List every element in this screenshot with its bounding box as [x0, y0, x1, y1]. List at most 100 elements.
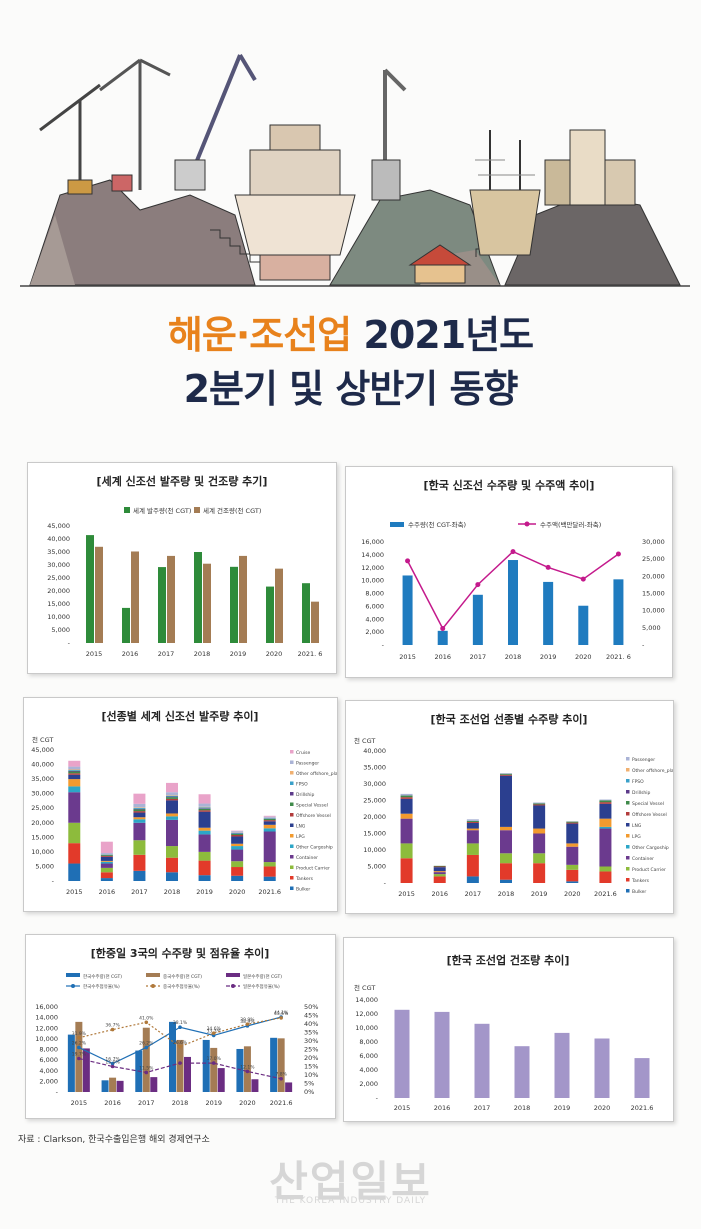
chart-panel-world-orders-by-type: [선종별 세계 신조선 발주량 추이] 천 CGT - 5,000 10,000 15,0…	[23, 697, 338, 912]
x-tick-label: 2017	[138, 1099, 155, 1107]
stack-segment-bulker	[100, 878, 113, 881]
stack-segment-other-cargoship	[231, 846, 244, 850]
data-label: 19.7%	[72, 1052, 87, 1058]
chart-title: [한중일 3국의 수주량 및 점유율 추이]	[91, 946, 270, 960]
stack-segment-cruise	[68, 760, 81, 767]
stack-segment-lpg	[68, 779, 81, 787]
stack-segment-product-carrier	[231, 861, 244, 868]
stack-segment-bulker	[133, 870, 146, 881]
stack-segment-fpso	[166, 795, 178, 797]
y-axis-tick: 16,000	[35, 1003, 58, 1011]
stack-segment-lpg	[500, 826, 512, 831]
legend-label: LPG	[632, 834, 641, 840]
bar-deliveries	[434, 1011, 450, 1098]
stack-segment-fpso	[231, 832, 244, 834]
legend-swatch	[390, 522, 404, 527]
x-tick-label: 2021.6	[631, 1104, 654, 1112]
y-axis-tick: 15,000	[31, 833, 54, 841]
y2-axis-tick: 45%	[304, 1012, 318, 1020]
legend-label: Offshore Vessel	[632, 812, 667, 818]
x-tick-label: 2021. 6	[606, 653, 631, 661]
legend-label: Drillship	[296, 792, 315, 798]
y-axis-tick: 2,000	[39, 1077, 58, 1085]
x-tick-label: 2019	[540, 653, 557, 661]
stack-segment-container	[500, 830, 512, 854]
legend-swatch	[290, 771, 294, 775]
y-axis-tick: 35,000	[363, 764, 386, 772]
legend-label: FPSO	[296, 782, 308, 788]
line-point	[110, 1061, 115, 1066]
y2-axis-tick: 50%	[304, 1003, 318, 1011]
stack-segment-cruise	[166, 782, 178, 793]
bar-japan	[217, 1068, 225, 1092]
legend-label: Container	[632, 856, 654, 862]
y-axis-tick: -	[384, 879, 387, 887]
legend-label: 중국수주량(천 CGT)	[163, 973, 202, 980]
y-axis-tick: 14,000	[35, 1014, 58, 1022]
y2-axis-tick: 20,000	[642, 572, 665, 580]
legend-label: LNG	[632, 823, 642, 829]
stack-segment-lpg	[433, 871, 446, 873]
stack-segment-tankers	[566, 869, 579, 882]
stack-segment-cruise	[198, 794, 211, 804]
data-label: 26.6%	[173, 1040, 188, 1046]
page-title: 해운·조선업 2021년도	[0, 304, 701, 359]
y-axis-tick: 20,000	[31, 819, 54, 827]
line-point	[245, 1022, 250, 1026]
stack-segment-other-cargoship	[198, 830, 211, 835]
chart-panel-korea-deliveries: [한국 조선업 건조량 추이] 천 CGT - 2,000 4,000 6,000 8,00…	[343, 937, 674, 1122]
legend-label: Special Vessel	[632, 801, 664, 807]
data-label: 36.7%	[105, 1023, 120, 1029]
stack-segment-container	[100, 863, 113, 868]
stack-segment-offshore-vessel	[100, 855, 113, 857]
y2-axis-tick: 5%	[304, 1080, 314, 1088]
legend-swatch	[290, 834, 294, 838]
bar-japan	[82, 1048, 90, 1092]
stack-segment-container	[133, 822, 146, 841]
legend-swatch	[626, 867, 630, 871]
stack-segment-other-cargoship	[68, 786, 81, 793]
legend-label: Product Carrier	[296, 866, 330, 872]
legend-swatch	[626, 790, 630, 794]
stack-segment-offshore-vessel	[68, 773, 81, 775]
stack-segment-cruise	[100, 841, 113, 854]
y-axis-tick: 10,000	[35, 1035, 58, 1043]
legend-label: Container	[296, 855, 318, 861]
legend-swatch	[290, 844, 294, 848]
stack-segment-other-cargoship	[263, 828, 276, 832]
legend-marker	[151, 984, 155, 988]
stack-segment-lng	[198, 811, 211, 828]
stack-segment-tankers	[400, 858, 413, 883]
bar-deliveries	[95, 546, 103, 643]
stack-segment-lpg	[198, 827, 211, 831]
y-axis-tick: -	[382, 641, 385, 649]
bar-orders	[86, 535, 94, 643]
legend-swatch	[290, 813, 294, 817]
stack-segment-special-vessel	[68, 771, 81, 774]
bar-orders	[508, 560, 518, 645]
x-tick-label: 2017	[131, 888, 148, 896]
y-axis-tick: 30,000	[47, 561, 70, 569]
x-tick-label: 2020	[575, 653, 592, 661]
legend-label: Offshore Vessel	[296, 813, 331, 819]
y-axis-tick: 5,000	[35, 862, 54, 870]
stack-segment-special-vessel	[433, 865, 446, 867]
stack-segment-tankers	[466, 854, 479, 877]
x-tick-label: 2015	[398, 890, 415, 898]
x-tick-label: 2016	[434, 1104, 451, 1112]
y-axis-tick: 35,000	[31, 775, 54, 783]
legend-label: Special Vessel	[296, 803, 328, 809]
y-axis-tick: 4,000	[365, 615, 384, 623]
stack-segment-other-offshore-plant	[166, 795, 178, 796]
bar-korea	[202, 1039, 210, 1092]
y2-axis-tick: 15%	[304, 1063, 318, 1071]
stack-segment-product-carrier	[198, 851, 211, 861]
legend-swatch	[626, 823, 630, 827]
stack-segment-offshore-vessel	[599, 802, 612, 804]
x-tick-label: 2021.6	[270, 1099, 293, 1107]
stack-segment-product-carrier	[133, 840, 146, 855]
watermark-logo: 산업일보	[269, 1157, 432, 1206]
chart-title: [선종별 세계 신조선 발주량 추이]	[102, 709, 259, 723]
x-tick-label: 2020	[239, 1099, 256, 1107]
y2-axis-tick: 30,000	[642, 538, 665, 546]
